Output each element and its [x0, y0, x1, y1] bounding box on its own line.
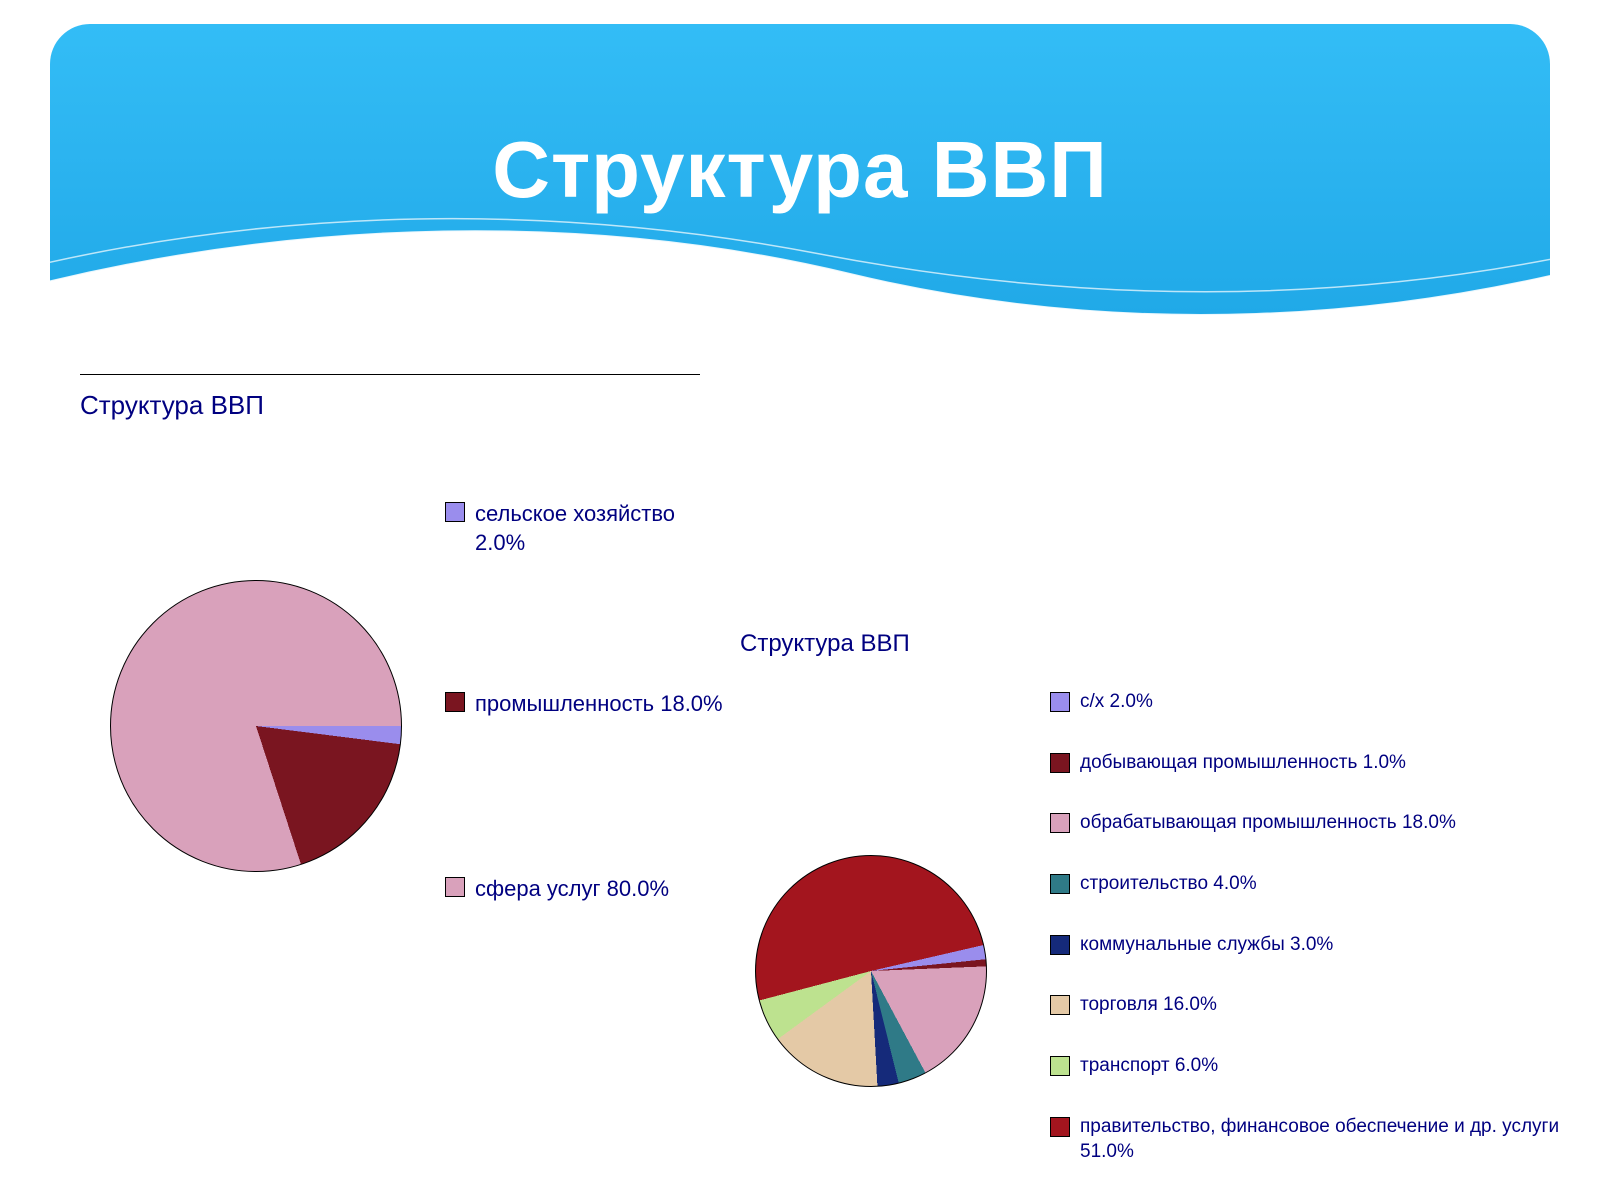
legend-label: транспорт 6.0% [1080, 1054, 1218, 1079]
legend-swatch [1050, 692, 1070, 712]
pie-disc [110, 580, 402, 872]
chart2-legend-item: транспорт 6.0% [1050, 1054, 1580, 1079]
wave-decoration [50, 174, 1550, 344]
chart2-legend-item: строительство 4.0% [1050, 872, 1580, 897]
chart1-legend-item: промышленность 18.0% [445, 690, 725, 719]
legend-swatch [1050, 995, 1070, 1015]
legend-swatch [445, 692, 465, 712]
chart2-legend: с/x 2.0% добывающая промышленность 1.0% об… [1050, 690, 1580, 1164]
chart1-legend-item: сфера услуг 80.0% [445, 875, 725, 904]
chart2-legend-item: торговля 16.0% [1050, 993, 1580, 1018]
pie-disc [755, 855, 987, 1087]
chart2-legend-item: добывающая промышленность 1.0% [1050, 751, 1580, 776]
legend-swatch [445, 502, 465, 522]
legend-label: сельское хозяйство 2.0% [475, 500, 725, 557]
legend-swatch [1050, 813, 1070, 833]
legend-label: промышленность 18.0% [475, 690, 723, 719]
chart2-legend-item: правительство, финансовое обеспечение и … [1050, 1115, 1580, 1164]
slide-header: Структура ВВП [50, 24, 1550, 344]
chart1-legend-item: сельское хозяйство 2.0% [445, 500, 725, 557]
chart2-legend-item: обрабатывающая промышленность 18.0% [1050, 811, 1580, 836]
legend-label: коммунальные службы 3.0% [1080, 933, 1333, 958]
legend-label: сфера услуг 80.0% [475, 875, 669, 904]
legend-label: правительство, финансовое обеспечение и … [1080, 1115, 1580, 1164]
chart2-pie [755, 855, 987, 1087]
chart2-legend-item: с/x 2.0% [1050, 690, 1580, 715]
subheading-rule [80, 374, 700, 375]
chart2-legend-item: коммунальные службы 3.0% [1050, 933, 1580, 958]
legend-swatch [1050, 1056, 1070, 1076]
legend-swatch [1050, 935, 1070, 955]
legend-label: торговля 16.0% [1080, 993, 1217, 1018]
chart1-pie [110, 580, 402, 872]
legend-label: строительство 4.0% [1080, 872, 1257, 897]
legend-swatch [1050, 874, 1070, 894]
legend-swatch [445, 877, 465, 897]
slide: Структура ВВП Структура ВВП сельское хоз… [0, 0, 1600, 1200]
legend-swatch [1050, 1117, 1070, 1137]
chart2-title: Структура ВВП [740, 630, 910, 658]
legend-swatch [1050, 753, 1070, 773]
content-subheading: Структура ВВП [80, 390, 264, 421]
legend-label: добывающая промышленность 1.0% [1080, 751, 1406, 776]
legend-label: с/x 2.0% [1080, 690, 1153, 715]
legend-label: обрабатывающая промышленность 18.0% [1080, 811, 1456, 836]
